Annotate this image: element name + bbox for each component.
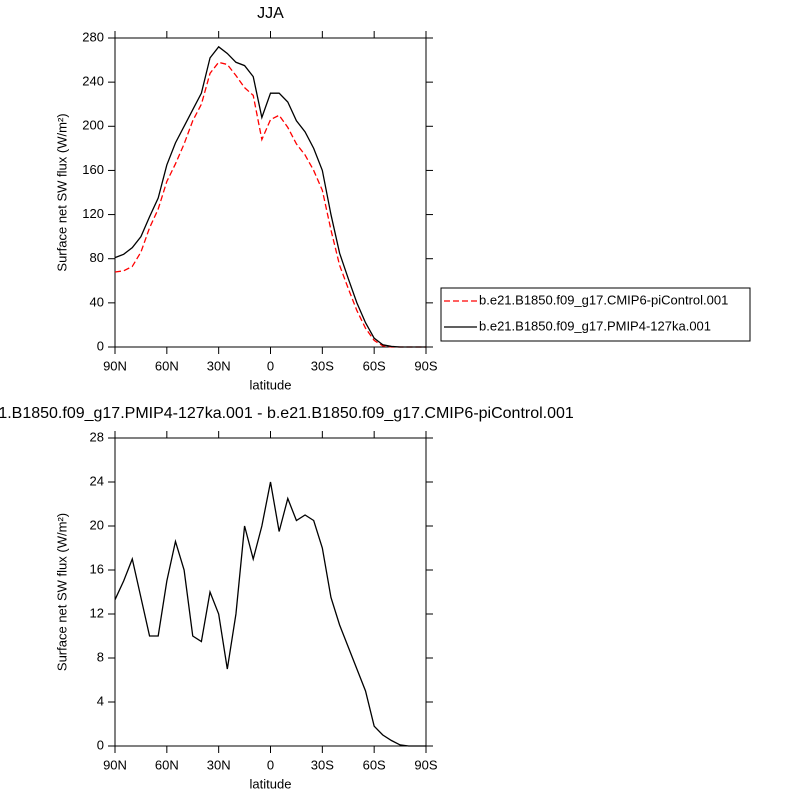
- x-tick-label: 60S: [363, 757, 386, 772]
- x-tick-label: 60N: [155, 358, 179, 373]
- x-tick-label: 30N: [207, 757, 231, 772]
- legend-label: b.e21.B1850.f09_g17.CMIP6-piControl.001: [479, 292, 728, 307]
- chart-title: JJA: [257, 5, 284, 22]
- x-tick-label: 0: [267, 358, 274, 373]
- x-tick-label: 90S: [414, 358, 437, 373]
- x-tick-label: 90N: [103, 757, 127, 772]
- x-tick-label: 0: [267, 757, 274, 772]
- legend-label: b.e21.B1850.f09_g17.PMIP4-127ka.001: [479, 318, 711, 333]
- y-tick-label: 28: [90, 429, 104, 444]
- plot-frame: [114, 37, 427, 348]
- y-axis-label: Surface net SW flux (W/m²): [54, 513, 69, 671]
- x-tick-label: 60N: [155, 757, 179, 772]
- series-line: [114, 45, 426, 348]
- x-axis-label: latitude: [250, 776, 292, 791]
- y-tick-label: 120: [82, 206, 104, 221]
- y-tick-label: 8: [97, 649, 104, 664]
- y-tick-label: 12: [90, 605, 104, 620]
- series-line: [114, 61, 426, 348]
- chart-title: b.e21.B1850.f09_g17.PMIP4-127ka.001 - b.…: [0, 405, 574, 422]
- x-tick-label: 90N: [103, 358, 127, 373]
- y-tick-label: 160: [82, 162, 104, 177]
- y-tick-label: 80: [90, 250, 104, 265]
- x-tick-label: 30N: [207, 358, 231, 373]
- y-tick-label: 240: [82, 74, 104, 89]
- y-tick-label: 0: [97, 338, 104, 353]
- y-tick-label: 20: [90, 517, 104, 532]
- x-axis-label: latitude: [250, 377, 292, 392]
- y-tick-label: 4: [97, 693, 104, 708]
- y-tick-label: 16: [90, 561, 104, 576]
- y-tick-label: 280: [82, 29, 104, 44]
- x-tick-label: 30S: [311, 358, 334, 373]
- y-tick-label: 40: [90, 294, 104, 309]
- series-line: [114, 481, 426, 747]
- x-tick-label: 60S: [363, 358, 386, 373]
- x-tick-label: 90S: [414, 757, 437, 772]
- x-tick-label: 30S: [311, 757, 334, 772]
- y-tick-label: 0: [97, 737, 104, 752]
- legend-box: [440, 287, 751, 342]
- y-tick-label: 200: [82, 118, 104, 133]
- y-tick-label: 24: [90, 473, 104, 488]
- y-axis-label: Surface net SW flux (W/m²): [54, 113, 69, 271]
